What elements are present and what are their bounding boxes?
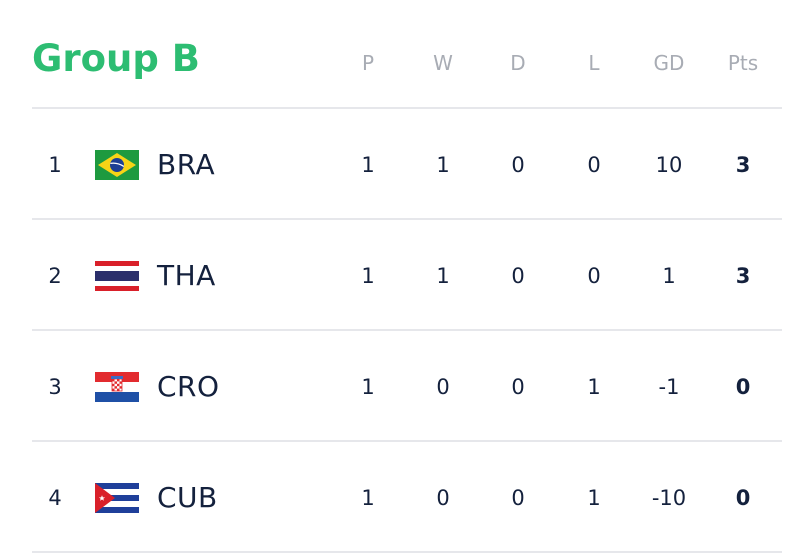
lost-value: 0 bbox=[587, 264, 601, 288]
rank: 2 bbox=[48, 264, 62, 288]
team-code: CRO bbox=[157, 370, 220, 403]
rank: 3 bbox=[48, 375, 62, 399]
cuba-flag-icon bbox=[95, 483, 139, 513]
divider bbox=[32, 551, 782, 553]
column-header-lost: L bbox=[588, 51, 600, 75]
divider bbox=[32, 440, 782, 442]
points-value: 0 bbox=[735, 375, 751, 399]
rank: 4 bbox=[48, 486, 62, 510]
standings-header: P W D L GD Pts bbox=[0, 44, 800, 82]
divider bbox=[32, 107, 782, 109]
table-row[interactable]: 1 BRA 1 1 0 0 10 3 bbox=[0, 110, 800, 220]
played-value: 1 bbox=[361, 486, 375, 510]
drawn-value: 0 bbox=[511, 375, 525, 399]
won-value: 0 bbox=[436, 375, 450, 399]
group-title: Group B bbox=[32, 37, 200, 80]
column-header-played: P bbox=[361, 51, 375, 75]
won-value: 0 bbox=[436, 486, 450, 510]
croatia-flag-icon bbox=[95, 372, 139, 402]
drawn-value: 0 bbox=[511, 486, 525, 510]
table-row[interactable]: 2 THA 1 1 0 0 1 3 bbox=[0, 221, 800, 331]
goal-difference-value: -10 bbox=[651, 486, 687, 510]
lost-value: 0 bbox=[587, 153, 601, 177]
lost-value: 1 bbox=[587, 486, 601, 510]
table-row[interactable]: 3 CRO 1 0 0 1 -1 0 bbox=[0, 332, 800, 442]
column-header-goal-difference: GD bbox=[653, 51, 685, 75]
team-code: CUB bbox=[157, 481, 218, 514]
divider bbox=[32, 218, 782, 220]
rank: 1 bbox=[48, 153, 62, 177]
points-value: 0 bbox=[735, 486, 751, 510]
divider bbox=[32, 329, 782, 331]
column-header-won: W bbox=[433, 51, 453, 75]
brazil-flag-icon bbox=[95, 150, 139, 180]
column-header-drawn: D bbox=[510, 51, 526, 75]
drawn-value: 0 bbox=[511, 264, 525, 288]
thailand-flag-icon bbox=[95, 261, 139, 291]
won-value: 1 bbox=[436, 264, 450, 288]
goal-difference-value: 10 bbox=[655, 153, 683, 177]
won-value: 1 bbox=[436, 153, 450, 177]
points-value: 3 bbox=[735, 264, 751, 288]
team-code: BRA bbox=[157, 148, 216, 181]
team-code: THA bbox=[157, 259, 216, 292]
played-value: 1 bbox=[361, 153, 375, 177]
played-value: 1 bbox=[361, 375, 375, 399]
lost-value: 1 bbox=[587, 375, 601, 399]
played-value: 1 bbox=[361, 264, 375, 288]
table-row[interactable]: 4 CUB 1 0 0 1 -10 0 bbox=[0, 443, 800, 553]
drawn-value: 0 bbox=[511, 153, 525, 177]
goal-difference-value: 1 bbox=[662, 264, 676, 288]
points-value: 3 bbox=[735, 153, 751, 177]
goal-difference-value: -1 bbox=[658, 375, 680, 399]
column-header-points: Pts bbox=[727, 51, 759, 75]
